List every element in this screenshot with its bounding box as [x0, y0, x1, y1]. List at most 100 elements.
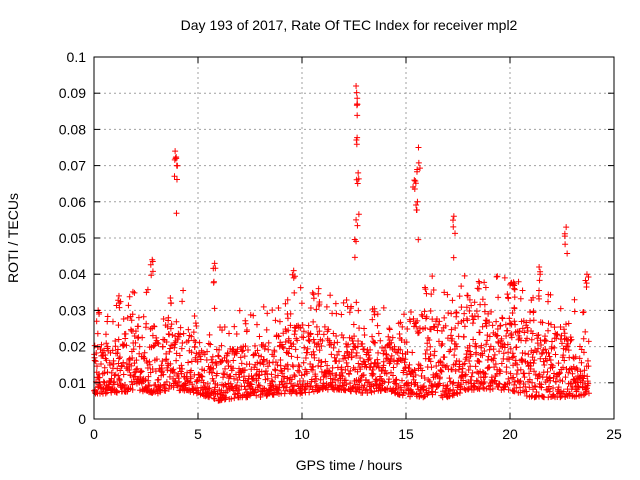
data-point: [258, 353, 265, 360]
data-point: [355, 175, 362, 182]
data-point: [129, 381, 136, 388]
data-point: [348, 303, 355, 310]
data-point: [97, 384, 104, 391]
data-point: [580, 349, 587, 356]
data-point: [504, 291, 511, 298]
data-point: [568, 336, 575, 343]
data-point: [196, 339, 203, 346]
data-point: [503, 333, 510, 340]
data-point: [438, 368, 445, 375]
data-point: [277, 367, 284, 374]
data-point: [282, 300, 289, 307]
data-point: [154, 339, 161, 346]
data-point: [269, 378, 276, 385]
data-point: [441, 289, 448, 296]
data-point: [510, 353, 517, 360]
data-point: [224, 349, 231, 356]
data-point: [201, 367, 208, 374]
data-point: [101, 386, 108, 393]
data-point: [468, 302, 475, 309]
data-point: [505, 375, 512, 382]
data-point: [274, 372, 281, 379]
chart-title: Day 193 of 2017, Rate Of TEC Index for r…: [181, 17, 518, 33]
data-point: [115, 355, 122, 362]
data-point: [287, 322, 294, 329]
data-point: [160, 336, 167, 343]
data-point: [131, 360, 138, 367]
data-point: [104, 369, 111, 376]
data-point: [448, 326, 455, 333]
data-point: [585, 363, 592, 370]
data-point: [565, 347, 572, 354]
data-point: [280, 345, 287, 352]
data-point: [547, 291, 554, 298]
data-point: [525, 351, 532, 358]
data-point: [393, 376, 400, 383]
data-point: [180, 330, 187, 337]
data-point: [450, 254, 457, 261]
data-point: [272, 317, 279, 324]
data-point: [569, 370, 576, 377]
data-point: [338, 332, 345, 339]
data-point: [467, 377, 474, 384]
data-point: [494, 332, 501, 339]
data-point: [128, 317, 135, 324]
data-point: [537, 355, 544, 362]
data-point: [416, 165, 423, 172]
data-point: [530, 294, 537, 301]
data-point: [319, 337, 326, 344]
data-point: [452, 325, 459, 332]
data-point: [120, 359, 127, 366]
data-point: [208, 356, 215, 363]
data-point: [481, 379, 488, 386]
data-point: [356, 386, 363, 393]
data-point: [466, 308, 473, 315]
data-point: [511, 286, 518, 293]
data-point: [101, 370, 108, 377]
data-point: [290, 341, 297, 348]
data-point: [262, 367, 269, 374]
data-point: [445, 309, 452, 316]
data-point: [490, 355, 497, 362]
data-point: [560, 352, 567, 359]
data-point: [555, 360, 562, 367]
data-point: [512, 321, 519, 328]
data-point: [582, 277, 589, 284]
data-point: [178, 362, 185, 369]
data-point: [461, 323, 468, 330]
data-point: [580, 309, 587, 316]
data-point: [179, 365, 186, 372]
data-point: [511, 318, 518, 325]
data-point: [302, 354, 309, 361]
data-point: [555, 384, 562, 391]
data-point: [582, 328, 589, 335]
data-point: [409, 349, 416, 356]
y-tick-label: 0: [78, 411, 86, 427]
data-point: [233, 330, 240, 337]
data-point: [323, 303, 330, 310]
data-point: [215, 353, 222, 360]
data-point: [315, 285, 322, 292]
data-point: [500, 350, 507, 357]
data-point: [300, 359, 307, 366]
data-point: [353, 102, 360, 109]
data-point: [323, 373, 330, 380]
data-point: [91, 342, 98, 349]
data-point: [338, 311, 345, 318]
data-point: [578, 359, 585, 366]
data-point: [560, 388, 567, 395]
data-point: [230, 357, 237, 364]
data-point: [412, 379, 419, 386]
data-point: [316, 299, 323, 306]
data-point: [310, 295, 317, 302]
data-point: [370, 370, 377, 377]
data-point: [317, 376, 324, 383]
data-point: [534, 340, 541, 347]
y-tick-label: 0.04: [59, 266, 86, 282]
data-point: [547, 377, 554, 384]
data-point: [581, 372, 588, 379]
data-point: [120, 316, 127, 323]
data-point: [165, 314, 172, 321]
data-point: [223, 394, 230, 401]
data-point: [529, 379, 536, 386]
